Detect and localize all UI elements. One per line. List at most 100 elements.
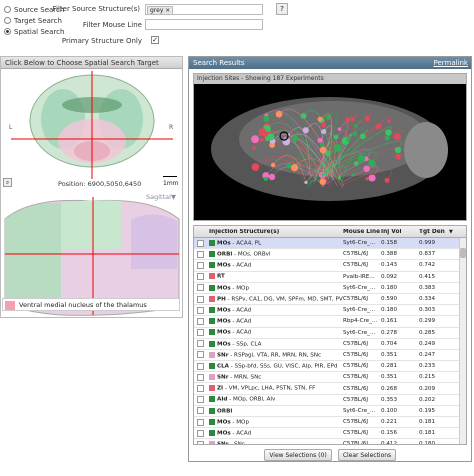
col-tgt-den[interactable]: Tgt Den [419,228,445,235]
injection-site-dot[interactable] [387,119,391,123]
injection-site-dot[interactable] [304,180,308,185]
row-checkbox[interactable] [197,407,204,415]
injection-site-dot[interactable] [258,128,267,136]
table-row[interactable]: ORBl - MOs, ORBvl C57BL/6J 0.388 0.837 [194,249,466,261]
search-mode-1[interactable]: Target Search [4,15,64,26]
injection-site-dot[interactable] [393,133,401,141]
source-tag[interactable]: grey × [147,6,174,15]
injection-site-dot[interactable] [252,146,256,150]
injection-site-dot[interactable] [290,164,299,172]
table-row[interactable]: SNr - RSPagl, VTA, RR, MRN, RN, SNc C57BL… [194,350,466,362]
view-selections-button[interactable]: View Selections (0) [264,449,332,461]
injection-site-dot[interactable] [263,176,269,181]
sagittal-toggle[interactable]: Sagittal▼ [146,193,176,201]
table-scrollbar[interactable] [459,238,466,444]
table-row[interactable]: MOs - ACAd Syt6-Cre_... 0.180 0.303 [194,305,466,317]
row-checkbox[interactable] [197,239,204,247]
injection-site-dot[interactable] [357,155,366,163]
filter-source-input[interactable]: grey × [145,4,263,15]
brain-atlas-view[interactable]: L R [1,69,182,317]
row-checkbox[interactable] [197,418,204,426]
row-checkbox[interactable] [197,295,204,303]
injection-site-dot[interactable] [346,138,351,142]
injection-site-dot[interactable] [351,173,355,177]
injection-site-dot[interactable] [353,124,358,128]
injection-site-dot[interactable] [352,131,357,136]
injection-site-dot[interactable] [325,115,331,121]
injection-site-dot[interactable] [337,127,342,131]
injection-site-dot[interactable] [324,150,331,157]
injection-site-dot[interactable] [345,117,351,123]
table-row[interactable]: MOs - SSp, CLA C57BL/6J 0.704 0.249 [194,339,466,350]
injection-site-dot[interactable] [321,172,326,177]
injection-site-dot[interactable] [300,113,307,119]
injection-sites-view[interactable]: Injection Sites - Showing 187 Experiment… [193,73,467,221]
row-checkbox[interactable] [197,373,204,381]
injection-site-dot[interactable] [268,173,276,181]
injection-sites-canvas[interactable] [194,84,468,220]
injection-site-dot[interactable] [353,161,359,166]
row-checkbox[interactable] [197,261,204,269]
table-row[interactable]: MOs - ACAd Rbp4-Cre_... 0.161 0.299 [194,316,466,328]
row-checkbox[interactable] [197,362,204,370]
permalink-link[interactable]: Permalink [433,59,468,67]
col-mouse-line[interactable]: Mouse Line [343,228,381,235]
table-row[interactable]: SNr - MRN, SNc C57BL/6J 0.351 0.215 [194,372,466,384]
injection-site-dot[interactable] [254,167,259,171]
injection-site-dot[interactable] [262,172,270,179]
table-row[interactable]: ZI - VM, VPLpc, LHA, PSTN, STN, FF C57BL/… [194,383,466,395]
injection-site-dot[interactable] [359,133,366,140]
table-row[interactable]: SNr - SNc C57BL/6J 0.412 0.180 [194,439,466,444]
injection-site-dot[interactable] [368,159,374,166]
injection-site-dot[interactable] [321,129,327,135]
row-checkbox[interactable] [197,385,204,393]
injection-site-dot[interactable] [364,116,371,122]
table-row[interactable]: MOs - ACAd Syt6-Cre_... 0.278 0.285 [194,328,466,339]
injection-site-dot[interactable] [334,144,342,153]
injection-site-dot[interactable] [363,165,370,173]
injection-site-dot[interactable] [333,134,339,140]
clear-selections-button[interactable]: Clear Selections [338,449,396,461]
injection-site-dot[interactable] [350,117,355,122]
injection-site-dot[interactable] [302,127,309,134]
injection-site-dot[interactable] [259,137,264,142]
injection-site-dot[interactable] [286,163,292,169]
injection-site-dot[interactable] [320,122,327,128]
injection-site-dot[interactable] [292,135,299,142]
table-row[interactable]: ORBl Syt6-Cre_... 0.100 0.195 [194,406,466,417]
row-checkbox[interactable] [197,329,204,337]
row-checkbox[interactable] [197,273,204,281]
col-inj-vol[interactable]: Inj Vol [381,228,402,235]
injection-site-dot[interactable] [395,153,402,160]
table-row[interactable]: MOs - ACA4, PL Syt6-Cre_... 0.158 0.999 [194,238,466,250]
scrollbar-thumb[interactable] [460,248,466,258]
injection-site-dot[interactable] [319,146,327,154]
radio-button[interactable] [4,28,11,35]
injection-site-dot[interactable] [368,174,376,182]
table-row[interactable]: MOs - MOp C57BL/6J 0.221 0.181 [194,417,466,429]
table-row[interactable]: PH - RSPv, CA1, DG, VM, SPFm, MD, SMT, P… [194,294,466,306]
table-row[interactable]: CLA - SSp-bfd, SSs, GU, VISC, AIp, PIR, … [194,361,466,373]
injection-site-dot[interactable] [384,177,390,183]
row-checkbox[interactable] [197,429,204,437]
injection-site-dot[interactable] [365,177,369,181]
injection-site-dot[interactable] [317,116,323,122]
injection-site-dot[interactable] [394,146,402,154]
row-checkbox[interactable] [197,351,204,359]
row-checkbox[interactable] [197,250,204,258]
injection-site-dot[interactable] [270,162,276,168]
table-row[interactable]: MOs - ACAd C57BL/6J 0.143 0.742 [194,260,466,272]
injection-site-dot[interactable] [375,123,382,130]
row-checkbox[interactable] [197,440,204,444]
help-button[interactable]: ? [276,3,288,15]
injection-site-dot[interactable] [317,137,323,143]
injection-site-dot[interactable] [275,110,283,118]
injection-site-dot[interactable] [251,135,260,144]
injection-site-dot[interactable] [384,135,390,141]
radio-button[interactable] [4,17,11,24]
search-mode-2[interactable]: Spatial Search [4,26,64,37]
magnify-icon[interactable]: ⌕ [3,178,12,187]
filter-mouse-line-input[interactable] [145,19,263,30]
injection-site-dot[interactable] [319,178,327,185]
search-mode-0[interactable]: Source Search [4,4,64,15]
